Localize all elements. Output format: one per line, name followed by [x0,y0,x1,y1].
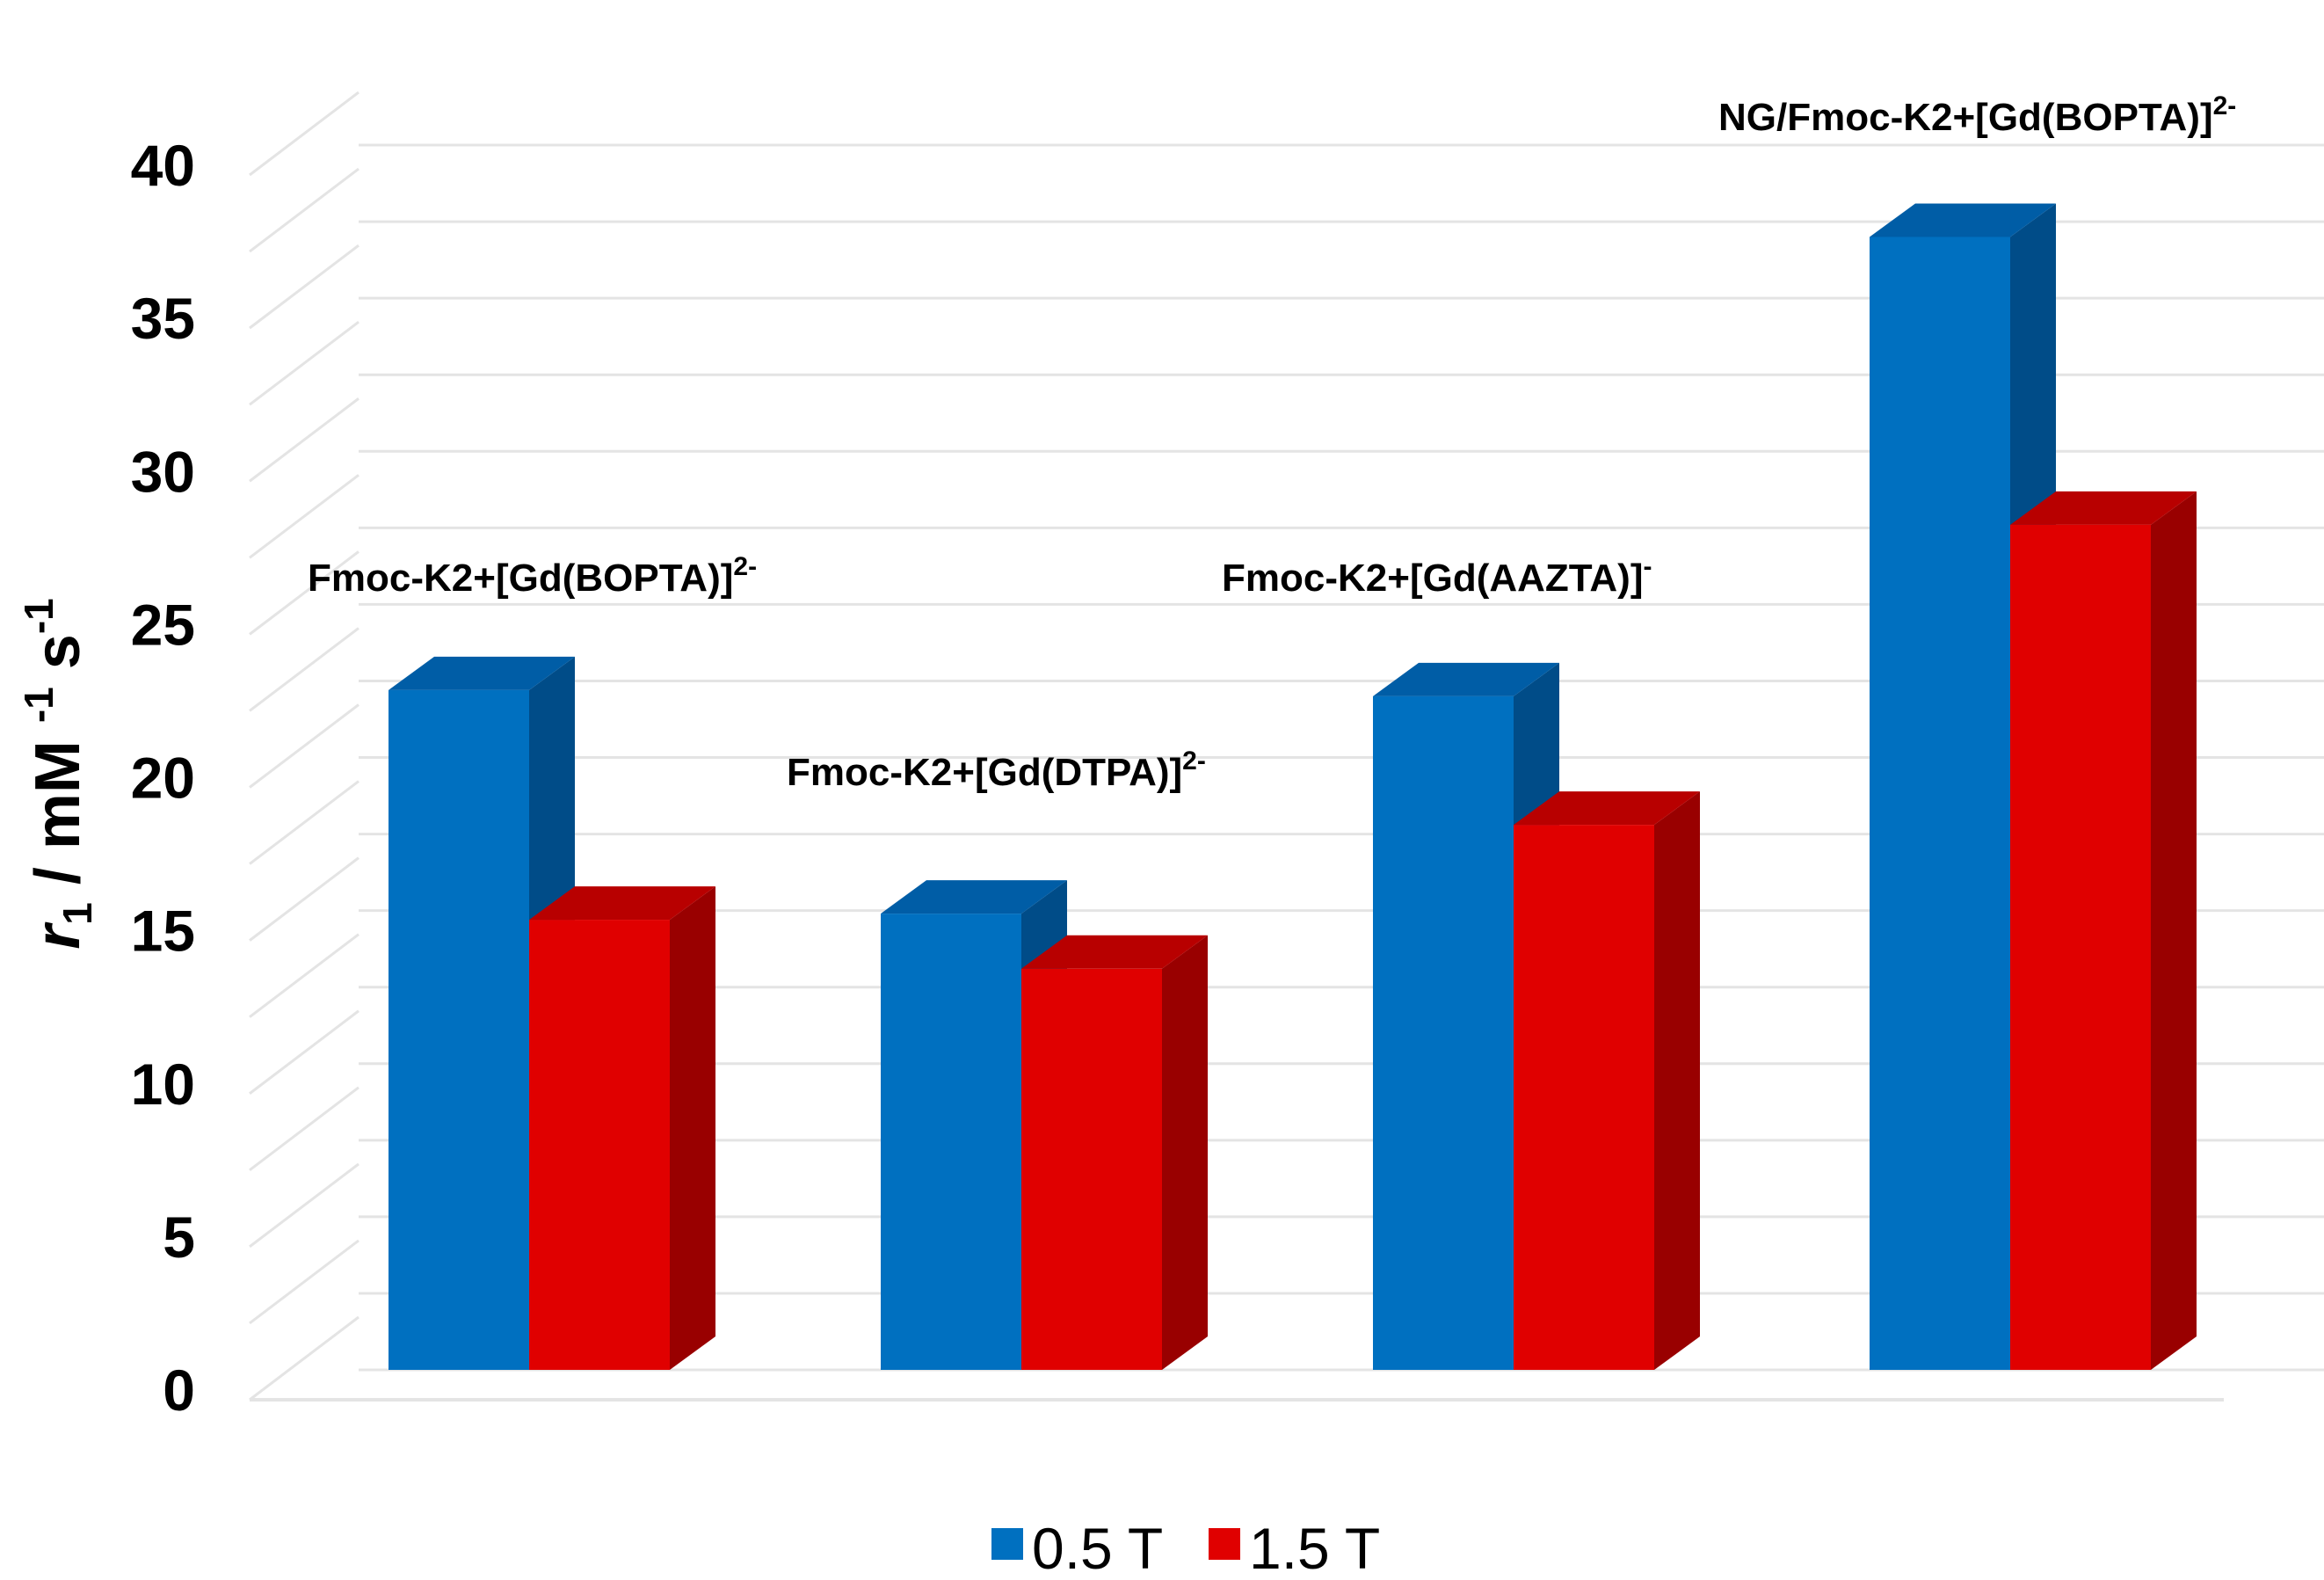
bar-top [1373,662,1559,696]
bar [1514,791,1700,1370]
gridline-side [249,703,359,789]
bar-front [1514,825,1654,1370]
gridline-side [249,244,359,330]
y-tick-label: 40 [131,133,195,198]
bar-top [529,886,715,921]
gridline-side [249,91,359,177]
bar-side [670,886,715,1370]
bar-front [2010,524,2151,1370]
legend-swatch-0-5t [991,1528,1023,1560]
gridline-side [249,1162,359,1249]
y-axis-title: r1 / mM -1 s-1 [16,598,100,950]
category-label: NG/Fmoc-K2+[Gd(BOPTA)]2- [1718,91,2236,139]
bars [389,203,2197,1371]
y-tick-label: 15 [131,899,195,964]
y-tick-label: 20 [131,746,195,811]
gridline-side [249,397,359,483]
gridline-side [249,1086,359,1172]
bar-front [1870,237,2010,1371]
y-tick-labels: 0 5 10 15 20 25 30 35 40 [131,133,195,1423]
y-tick-label: 35 [131,286,195,351]
bar-top [1870,203,2056,237]
gridline-side [249,627,359,712]
legend-swatch-1-5t [1209,1528,1240,1560]
gridline-side [249,167,359,253]
y-tick-label: 10 [131,1052,195,1117]
gridline-side [249,1239,359,1325]
bar-front [529,920,670,1370]
bar-top [389,656,575,690]
y-tick-label: 0 [163,1358,195,1423]
bar-top [2010,491,2197,525]
category-label: Fmoc-K2+[Gd(AAZTA)]- [1222,552,1652,600]
gridline-side [249,550,359,636]
bar-top [881,880,1067,914]
category-labels: Fmoc-K2+[Gd(BOPTA)]2- Fmoc-K2+[Gd(DTPA)]2… [308,91,2236,794]
gridline-side [249,474,359,559]
gridline-side [249,780,359,865]
bar-front [1373,695,1514,1370]
bar-front [881,914,1021,1370]
gridline-side [249,1315,359,1402]
bar-side [2151,491,2197,1370]
gridline-side [249,933,359,1018]
bar-side [1654,791,1700,1370]
gridline-side [249,856,359,942]
bar-side [1162,935,1208,1370]
bar-top [1021,935,1208,969]
y-tick-label: 25 [131,592,195,657]
gridline-side [249,320,359,406]
bar-top [1514,791,1700,826]
bar [1021,935,1208,1370]
legend-label-0-5t: 0.5 T [1032,1516,1163,1580]
gridline-side [249,1009,359,1095]
legend: 0.5 T 1.5 T [991,1516,1380,1580]
category-label: Fmoc-K2+[Gd(BOPTA)]2- [308,552,757,600]
category-label: Fmoc-K2+[Gd(DTPA)]2- [787,746,1206,794]
y-tick-label: 5 [163,1205,195,1270]
legend-label-1-5t: 1.5 T [1249,1516,1380,1580]
bar-front [1021,968,1162,1370]
bar [529,886,715,1370]
bar [2010,491,2197,1370]
bar-front [389,689,529,1370]
y-tick-label: 30 [131,439,195,504]
